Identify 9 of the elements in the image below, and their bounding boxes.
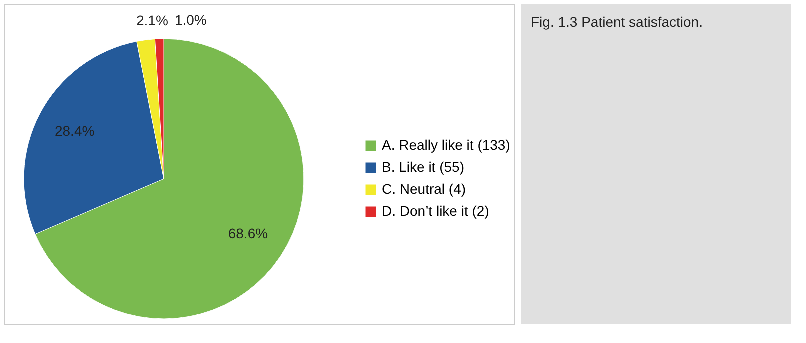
data-label: 1.0%	[174, 12, 207, 28]
data-label: 28.4%	[54, 123, 95, 140]
caption: Fig. 1.3 Patient satisfaction.	[531, 14, 703, 30]
data-label: 2.1%	[136, 12, 168, 28]
legend-label: B. Like it (55)	[382, 159, 464, 175]
data-label: 68.6%	[228, 225, 268, 242]
legend-label: C. Neutral (4)	[382, 181, 466, 197]
legend-label: A. Really like it (133)	[382, 137, 510, 153]
legend-label: D. Don’t like it (2)	[382, 203, 490, 219]
